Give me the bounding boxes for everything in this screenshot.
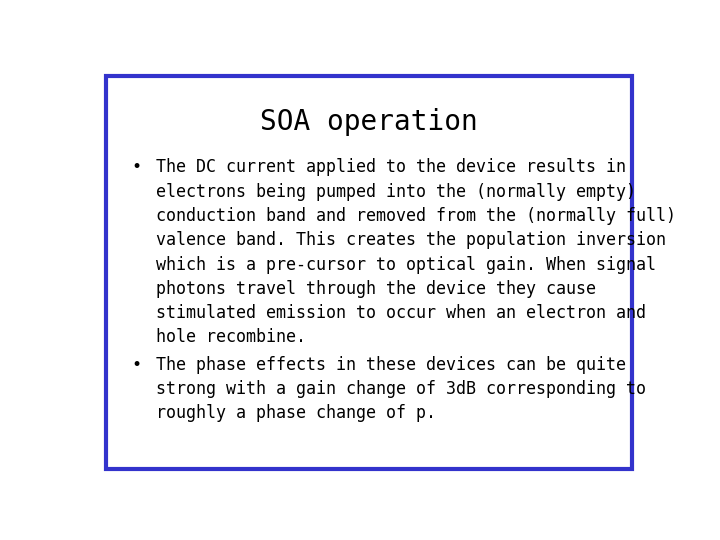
Text: •: •: [132, 158, 142, 177]
Text: The phase effects in these devices can be quite
strong with a gain change of 3dB: The phase effects in these devices can b…: [156, 356, 646, 422]
Text: •: •: [132, 356, 142, 374]
FancyBboxPatch shape: [106, 77, 632, 469]
Text: The DC current applied to the device results in
electrons being pumped into the : The DC current applied to the device res…: [156, 158, 676, 347]
Text: SOA operation: SOA operation: [260, 109, 478, 137]
